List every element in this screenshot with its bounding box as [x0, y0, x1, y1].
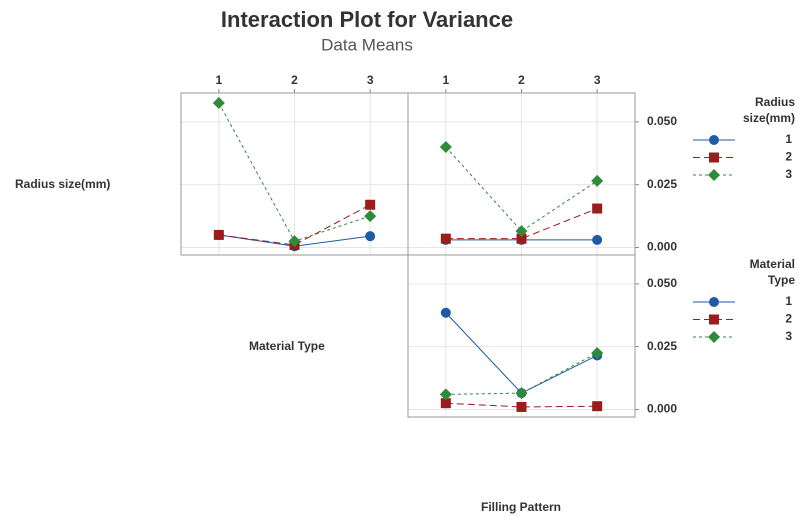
y-tick-label: 0.050: [647, 276, 677, 290]
marker: [592, 234, 603, 245]
legend-label: 1: [785, 132, 792, 146]
marker: [213, 229, 224, 240]
legend-marker: [708, 331, 720, 343]
legend-title-box: Radius size(mm): [742, 95, 795, 125]
row-label: Radius size(mm): [15, 177, 110, 191]
legend-marker: [708, 169, 720, 181]
legend-marker: [709, 152, 719, 163]
legend-marker: [709, 297, 719, 307]
marker: [365, 231, 376, 242]
x-tick-label: 1: [442, 73, 449, 87]
marker: [440, 233, 451, 244]
x-tick-label: 1: [215, 73, 222, 87]
marker: [364, 210, 377, 223]
marker: [591, 346, 604, 359]
legend-title: Material Type: [749, 257, 795, 287]
series-line: [218, 204, 371, 246]
legend-label: 1: [785, 294, 792, 308]
legend-label: 2: [785, 312, 792, 326]
marker: [516, 401, 527, 412]
marker: [515, 387, 528, 400]
x-tick-label: 2: [291, 73, 298, 87]
legend-label: 2: [785, 150, 792, 164]
column-label: Filling Pattern: [481, 500, 561, 514]
marker: [439, 388, 452, 401]
legend-marker: [709, 135, 719, 145]
legend-marker: [709, 314, 719, 325]
panel-frame: [407, 254, 636, 418]
y-tick-label: 0.000: [647, 402, 677, 416]
series-line: [445, 146, 598, 232]
chart-title: Interaction Plot for Variance: [221, 7, 513, 32]
marker: [212, 97, 225, 110]
y-tick-label: 0.025: [647, 177, 677, 191]
marker: [592, 401, 603, 412]
marker: [592, 203, 603, 214]
series-line: [445, 402, 598, 408]
legend-title-box: Material Type: [749, 257, 795, 287]
marker: [440, 398, 451, 409]
x-tick-label: 2: [518, 73, 525, 87]
marker: [365, 199, 376, 210]
marker: [439, 141, 452, 153]
legend-title: Radius size(mm): [742, 95, 795, 125]
series-line: [445, 208, 598, 240]
marker: [288, 235, 301, 248]
marker: [440, 307, 451, 318]
marker: [591, 174, 604, 187]
legend-label: 3: [785, 167, 792, 181]
x-tick-label: 3: [367, 73, 374, 87]
y-tick-label: 0.025: [647, 339, 677, 353]
y-tick-label: 0.000: [647, 240, 677, 254]
y-tick-label: 0.050: [647, 114, 677, 128]
series-line: [445, 352, 598, 395]
row-label: Material Type: [249, 339, 325, 353]
legend-label: 3: [785, 329, 792, 343]
x-tick-label: 3: [594, 73, 601, 87]
marker: [515, 225, 528, 238]
marker: [516, 233, 527, 244]
chart-subtitle: Data Means: [321, 35, 413, 54]
